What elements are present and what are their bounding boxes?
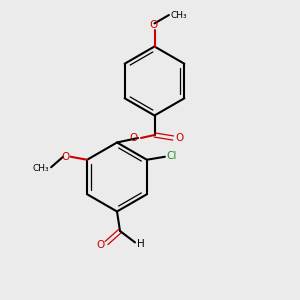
Text: O: O bbox=[176, 133, 184, 143]
Text: O: O bbox=[130, 133, 138, 143]
Text: Cl: Cl bbox=[167, 151, 177, 161]
Text: CH₃: CH₃ bbox=[170, 11, 187, 20]
Text: O: O bbox=[96, 240, 104, 250]
Text: O: O bbox=[61, 152, 70, 162]
Text: O: O bbox=[149, 20, 158, 30]
Text: CH₃: CH₃ bbox=[33, 164, 50, 173]
Text: H: H bbox=[136, 238, 144, 249]
